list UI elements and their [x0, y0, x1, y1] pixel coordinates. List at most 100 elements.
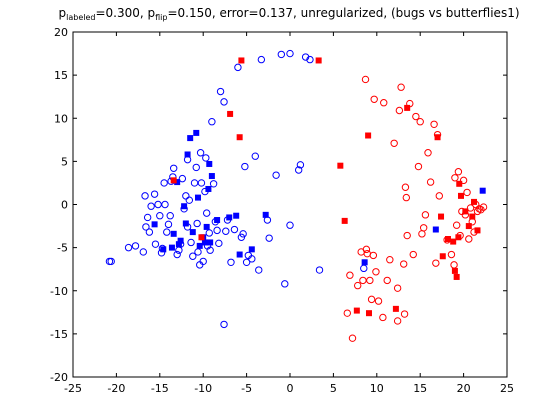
blue-point	[286, 221, 294, 229]
blue-point	[277, 50, 286, 59]
blue-labeled-point	[193, 129, 200, 136]
blue-point	[205, 229, 213, 237]
chart-title: plabeled=0.300, pflip=0.150, error=0.137…	[58, 6, 519, 22]
red-point	[346, 271, 354, 279]
blue-point	[173, 250, 181, 259]
blue-point	[199, 257, 207, 266]
red-point	[419, 224, 428, 232]
x-tick-label: 20	[457, 382, 471, 395]
blue-labeled-point	[196, 242, 203, 249]
red-labeled-point	[392, 305, 399, 312]
red-point	[479, 203, 488, 211]
blue-labeled-point	[262, 211, 269, 218]
blue-labeled-point	[168, 244, 175, 251]
red-point	[432, 259, 440, 267]
blue-point	[187, 238, 195, 247]
red-point	[343, 309, 351, 317]
blue-point	[294, 166, 303, 174]
x-tick-label: 5	[330, 382, 337, 395]
red-point	[435, 192, 443, 200]
red-point	[397, 83, 405, 91]
blue-labeled-point	[177, 237, 184, 244]
blue-point	[213, 226, 221, 235]
red-labeled-point	[439, 253, 446, 260]
red-labeled-point	[444, 236, 451, 242]
x-tick-label: -15	[151, 382, 169, 395]
red-labeled-point	[462, 208, 469, 215]
blue-point	[147, 202, 155, 210]
blue-point	[251, 152, 259, 160]
blue-point	[220, 98, 228, 106]
blue-point	[227, 258, 235, 266]
blue-point	[142, 223, 150, 231]
red-labeled-point	[471, 198, 478, 205]
red-point	[393, 284, 402, 292]
blue-point	[360, 264, 368, 273]
blue-point	[139, 248, 148, 256]
red-point	[412, 112, 420, 121]
x-tick-label: 0	[287, 382, 294, 395]
x-tick-label: 25	[500, 382, 514, 395]
red-point	[372, 268, 380, 276]
blue-point	[216, 87, 225, 96]
blue-point	[182, 192, 190, 200]
red-labeled-point	[315, 57, 322, 64]
red-labeled-point	[451, 267, 458, 274]
blue-point	[315, 266, 324, 274]
red-point	[430, 120, 438, 128]
red-point	[354, 281, 362, 290]
red-point	[450, 261, 458, 269]
blue-point	[206, 246, 214, 254]
red-point	[348, 334, 357, 342]
blue-point	[189, 252, 197, 260]
blue-point	[209, 180, 218, 188]
red-point	[380, 99, 388, 107]
y-tick-label: 10	[54, 112, 68, 125]
red-point	[424, 149, 432, 157]
red-point	[466, 204, 475, 212]
blue-point	[248, 255, 256, 263]
red-point	[463, 188, 471, 197]
red-labeled-point	[456, 180, 463, 187]
blue-point	[208, 118, 216, 126]
red-point	[426, 178, 435, 186]
blue-point	[272, 171, 280, 179]
red-point	[414, 162, 423, 171]
blue-point	[197, 179, 206, 187]
red-point	[367, 295, 376, 304]
blue-point	[166, 212, 174, 220]
red-labeled-point	[474, 227, 481, 234]
red-labeled-point	[236, 134, 243, 141]
red-labeled-point	[450, 238, 457, 245]
red-point	[362, 245, 371, 254]
blue-labeled-point	[194, 194, 201, 201]
blue-labeled-point	[182, 220, 189, 227]
blue-labeled-point	[432, 226, 439, 233]
red-point	[452, 221, 461, 229]
red-point	[393, 317, 402, 325]
blue-labeled-point	[181, 203, 188, 210]
red-point	[477, 205, 485, 214]
blue-point	[163, 228, 171, 236]
blue-point	[222, 227, 230, 235]
blue-point	[296, 161, 305, 169]
blue-point	[124, 243, 133, 252]
red-point	[370, 95, 378, 103]
red-labeled-point	[238, 57, 245, 64]
blue-labeled-point	[248, 246, 255, 253]
blue-point	[154, 200, 162, 209]
red-point	[400, 260, 408, 268]
x-tick-label: 15	[413, 382, 427, 395]
y-tick-label: 15	[54, 69, 68, 82]
blue-labeled-point	[184, 151, 191, 158]
red-point	[454, 168, 463, 176]
blue-labeled-point	[170, 230, 177, 237]
blue-point	[141, 192, 149, 200]
red-labeled-point	[453, 273, 460, 280]
blue-point	[161, 200, 169, 209]
blue-point	[257, 55, 266, 64]
data-points	[105, 49, 488, 342]
red-point	[451, 174, 459, 182]
y-tick-label: 5	[61, 155, 68, 168]
red-labeled-point	[469, 213, 476, 220]
